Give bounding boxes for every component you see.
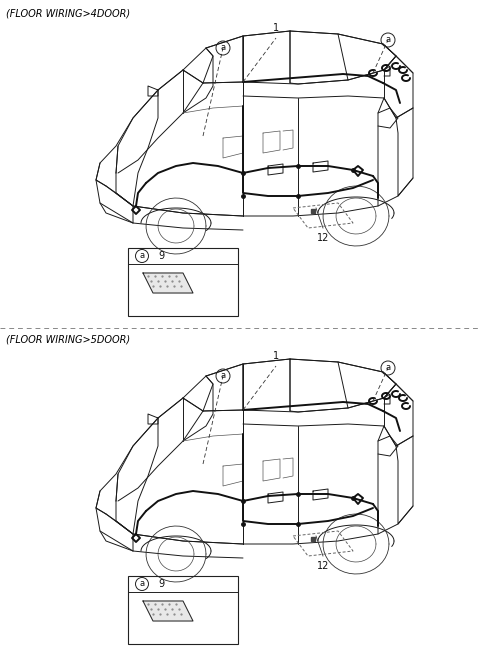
Bar <box>128 248 238 316</box>
Text: (FLOOR WIRING>5DOOR): (FLOOR WIRING>5DOOR) <box>6 334 130 344</box>
Text: a: a <box>139 579 144 588</box>
Polygon shape <box>143 601 193 621</box>
Text: 1: 1 <box>273 351 279 361</box>
Polygon shape <box>143 273 193 293</box>
Text: 9: 9 <box>158 579 164 589</box>
Text: a: a <box>220 371 226 380</box>
Text: (FLOOR WIRING>4DOOR): (FLOOR WIRING>4DOOR) <box>6 8 130 18</box>
Text: a: a <box>385 363 391 373</box>
Text: a: a <box>220 43 226 52</box>
Text: a: a <box>385 35 391 45</box>
Text: 9: 9 <box>158 251 164 261</box>
Bar <box>128 576 238 644</box>
Text: 12: 12 <box>317 233 329 243</box>
Text: 1: 1 <box>273 23 279 33</box>
Text: a: a <box>139 251 144 260</box>
Text: 12: 12 <box>317 561 329 571</box>
